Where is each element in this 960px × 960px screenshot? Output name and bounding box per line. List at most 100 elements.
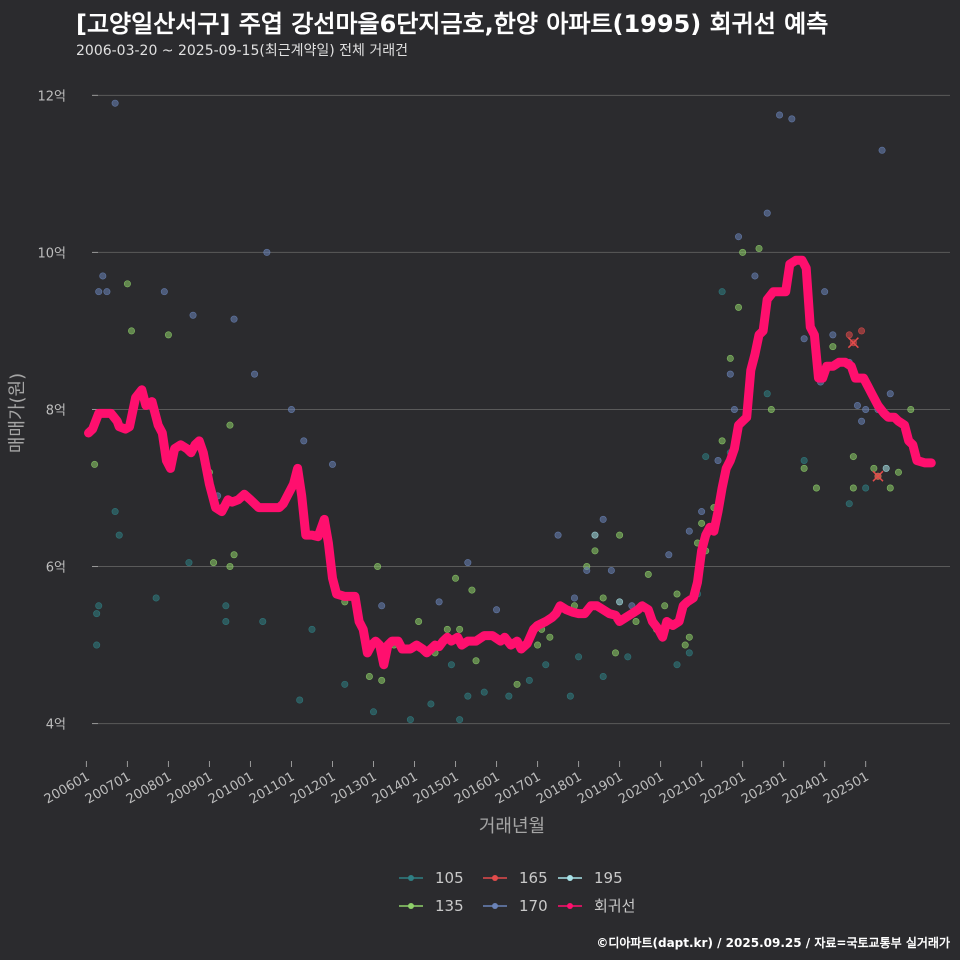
data-point-135 — [829, 343, 837, 351]
x-tick-label: 200701 — [83, 769, 133, 807]
data-point-170 — [776, 111, 784, 119]
y-axis-ticks: 4억 6억 8억 10억 12억 — [37, 89, 98, 733]
x-tick-label: 201901 — [575, 769, 625, 807]
data-point-170 — [735, 233, 743, 241]
data-point-170 — [189, 311, 197, 319]
data-point-135 — [456, 625, 464, 633]
data-point-105 — [222, 617, 230, 625]
data-point-135 — [632, 617, 640, 625]
data-point-105 — [95, 602, 103, 610]
data-point-170 — [685, 527, 693, 535]
data-point-105 — [427, 700, 435, 708]
data-point-170 — [300, 437, 308, 445]
legend: 105 165 195 135 170 회귀선 — [399, 869, 635, 915]
data-point-105 — [296, 696, 304, 704]
data-point-135 — [718, 437, 726, 445]
data-point-105 — [525, 676, 533, 684]
data-point-105 — [185, 559, 193, 567]
chart-subtitle: 2006-03-20 ~ 2025-09-15(최근계약일) 전체 거래건 — [76, 43, 408, 59]
data-point-170 — [95, 288, 103, 296]
data-point-135 — [611, 649, 619, 657]
y-tick-label: 10억 — [37, 246, 66, 261]
data-point-105 — [93, 610, 101, 618]
data-point-105 — [464, 692, 472, 700]
data-point-135 — [534, 641, 542, 649]
data-point-105 — [222, 602, 230, 610]
x-tick-label: 200801 — [124, 769, 174, 807]
y-tick-label: 8억 — [46, 403, 66, 418]
data-point-195 — [591, 531, 599, 539]
data-point-135 — [726, 354, 734, 362]
data-point-105 — [845, 500, 853, 508]
data-point-105 — [93, 641, 101, 649]
data-point-170 — [858, 417, 866, 425]
data-point-170 — [862, 405, 870, 413]
data-point-105 — [542, 661, 550, 669]
data-point-105 — [702, 453, 710, 461]
regression-line-layer — [84, 255, 936, 670]
data-point-195 — [616, 598, 624, 606]
data-point-135 — [812, 484, 820, 492]
data-point-105 — [370, 708, 378, 716]
legend-key-dot — [567, 875, 573, 881]
x-tick-label: 201101 — [247, 769, 297, 807]
data-point-135 — [164, 331, 172, 339]
data-point-135 — [128, 327, 136, 335]
data-point-135 — [661, 602, 669, 610]
data-point-135 — [870, 464, 878, 472]
data-point-195 — [882, 464, 890, 472]
data-point-170 — [821, 288, 829, 296]
data-point-135 — [226, 563, 234, 571]
data-point-105 — [341, 680, 349, 688]
data-point-105 — [406, 716, 414, 724]
data-point-105 — [308, 625, 316, 633]
legend-label: 170 — [519, 897, 548, 915]
x-tick-label: 201401 — [370, 769, 420, 807]
data-point-170 — [160, 288, 168, 296]
data-point-135 — [443, 625, 451, 633]
data-point-105 — [152, 594, 160, 602]
x-tick-label: 202101 — [657, 769, 707, 807]
data-point-170 — [665, 551, 673, 559]
legend-key-dot — [492, 875, 498, 881]
data-point-170 — [607, 566, 615, 574]
data-point-135 — [616, 531, 624, 539]
data-point-170 — [800, 335, 808, 343]
x-tick-label: 201801 — [534, 769, 584, 807]
data-point-105 — [800, 457, 808, 465]
data-point-170 — [730, 405, 738, 413]
data-point-170 — [751, 272, 759, 280]
data-point-170 — [99, 272, 107, 280]
data-point-135 — [374, 563, 382, 571]
data-point-135 — [226, 421, 234, 429]
data-point-170 — [726, 370, 734, 378]
data-point-170 — [853, 402, 861, 410]
data-point-170 — [328, 460, 336, 468]
x-tick-label: 201501 — [411, 769, 461, 807]
legend-label: 105 — [435, 869, 464, 887]
regression-line — [84, 255, 936, 670]
data-point-105 — [575, 653, 583, 661]
data-point-170 — [464, 559, 472, 567]
grid-lines — [98, 94, 950, 725]
data-point-165 — [858, 327, 866, 335]
data-point-135 — [365, 672, 373, 680]
highlight-markers — [847, 337, 884, 482]
legend-key-dot — [492, 903, 498, 909]
data-point-135 — [599, 594, 607, 602]
highlight-cross — [847, 337, 859, 349]
data-point-105 — [685, 649, 693, 657]
data-point-105 — [111, 508, 119, 516]
data-point-135 — [472, 657, 480, 665]
x-tick-label: 202301 — [739, 769, 789, 807]
data-point-170 — [251, 370, 259, 378]
data-point-170 — [378, 602, 386, 610]
data-point-170 — [111, 99, 119, 107]
data-point-135 — [894, 468, 902, 476]
data-point-170 — [493, 606, 501, 614]
data-point-135 — [210, 559, 218, 567]
data-point-135 — [378, 676, 386, 684]
data-point-170 — [263, 248, 271, 256]
y-tick-label: 6억 — [46, 561, 66, 576]
data-point-135 — [800, 464, 808, 472]
